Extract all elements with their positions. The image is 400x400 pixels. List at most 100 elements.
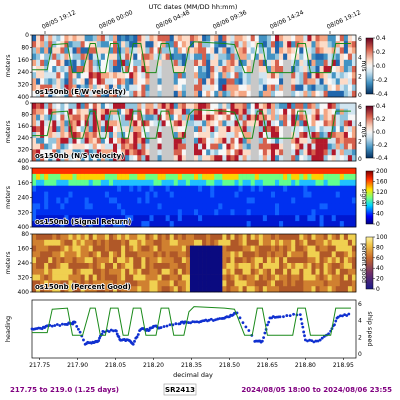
heat-cell	[169, 103, 175, 110]
heat-cell	[121, 78, 126, 85]
heat-cell	[169, 263, 175, 270]
right-tick-label: 0	[358, 351, 362, 358]
heat-cell	[173, 268, 179, 275]
heat-cell	[157, 143, 162, 150]
heat-cell	[339, 155, 345, 162]
heat-cell	[307, 257, 312, 264]
heat-cell	[56, 280, 61, 287]
heat-cell	[238, 78, 243, 85]
heat-cell	[327, 84, 332, 92]
heat-cell	[121, 143, 126, 150]
heat-cell	[279, 185, 284, 192]
heat-cell	[36, 132, 41, 139]
heat-cell	[56, 263, 61, 270]
heat-cell	[72, 149, 77, 156]
heat-cell	[319, 179, 324, 186]
heat-cell	[68, 143, 73, 150]
heat-cell	[84, 268, 89, 275]
heat-cell	[141, 286, 146, 293]
heat-cell	[72, 234, 77, 241]
heat-cell	[343, 47, 349, 54]
heat-cell	[327, 78, 332, 85]
heat-cell	[165, 251, 170, 258]
heat-cell	[194, 268, 199, 275]
heat-cell	[96, 168, 102, 175]
heat-cell	[242, 78, 247, 85]
heat-cell	[113, 108, 118, 115]
heat-cell	[347, 103, 353, 110]
heat-cell	[331, 114, 337, 121]
heat-cell	[173, 185, 179, 192]
heat-cell	[315, 114, 320, 121]
heat-cell	[218, 257, 223, 264]
heat-cell	[254, 215, 260, 222]
heat-cell	[335, 59, 341, 67]
heat-cell	[157, 245, 162, 252]
heat-cell	[149, 268, 154, 275]
heat-cell	[113, 168, 118, 175]
heat-cell	[88, 197, 94, 204]
heat-cell	[311, 78, 316, 85]
colorbar-tick-label: 80	[376, 244, 384, 251]
heat-cell	[177, 209, 183, 216]
heat-cell	[157, 179, 162, 186]
heat-cell	[258, 239, 264, 246]
heat-cell	[52, 185, 57, 192]
heading-point	[278, 315, 282, 319]
heat-cell	[250, 155, 256, 162]
heat-cell	[303, 35, 308, 42]
heat-cell	[226, 197, 231, 204]
heat-cell	[48, 209, 53, 216]
heat-cell	[238, 35, 243, 42]
heat-cell	[323, 155, 328, 162]
heat-cell	[133, 137, 138, 144]
heat-cell	[165, 268, 170, 275]
heat-cell	[210, 72, 215, 79]
heat-cell	[60, 179, 65, 186]
heat-cell	[270, 185, 276, 192]
heat-cell	[206, 179, 211, 186]
heat-cell	[266, 239, 272, 246]
heat-cell	[222, 72, 227, 79]
heat-cell	[258, 120, 264, 127]
heat-cell	[100, 268, 106, 275]
heat-cell	[242, 66, 247, 73]
heat-cell	[319, 251, 324, 258]
heat-cell	[339, 263, 345, 270]
heat-cell	[137, 47, 142, 54]
heat-cell	[206, 132, 211, 139]
heat-cell	[250, 263, 256, 270]
heat-cell	[331, 78, 337, 85]
heat-cell	[311, 41, 316, 48]
heading-point	[282, 315, 285, 319]
heat-cell	[104, 263, 110, 270]
heat-cell	[194, 239, 199, 246]
heat-cell	[319, 173, 324, 181]
heat-cell	[149, 53, 154, 61]
heat-cell	[230, 234, 235, 241]
heat-cell	[339, 84, 345, 92]
heat-cell	[169, 221, 175, 228]
heat-cell	[177, 215, 183, 222]
heat-cell	[327, 120, 332, 127]
heat-cell	[307, 149, 312, 156]
heat-cell	[181, 137, 187, 144]
heat-cell	[165, 137, 170, 144]
heat-cell	[80, 209, 85, 216]
heat-cell	[343, 191, 349, 198]
heat-cell	[343, 239, 349, 246]
heat-cell	[84, 263, 89, 270]
heat-cell	[194, 84, 199, 92]
heat-cell	[279, 126, 284, 133]
heat-cell	[222, 263, 227, 270]
heat-cell	[222, 90, 227, 98]
heat-cell	[311, 185, 316, 192]
heat-cell	[44, 257, 49, 264]
heat-cell	[315, 41, 320, 48]
heat-cell	[287, 84, 292, 92]
heat-cell	[307, 185, 312, 192]
heading-point	[112, 329, 115, 333]
heat-cell	[129, 209, 134, 216]
heat-cell	[96, 185, 102, 192]
heat-cell	[181, 168, 187, 175]
